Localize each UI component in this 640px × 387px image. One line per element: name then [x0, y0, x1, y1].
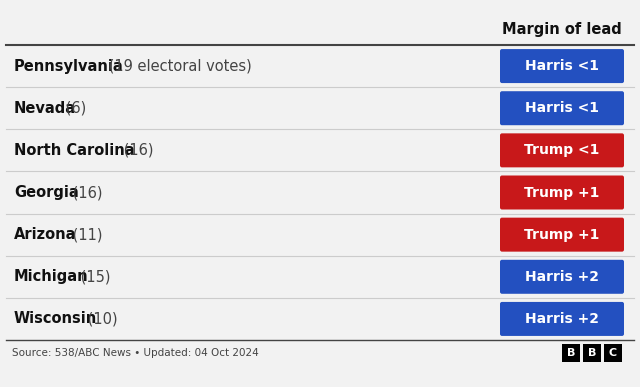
Text: Harris +2: Harris +2 — [525, 270, 599, 284]
FancyBboxPatch shape — [562, 344, 580, 362]
Text: Margin of lead: Margin of lead — [502, 22, 622, 37]
Text: (6): (6) — [61, 101, 86, 116]
Text: (19 electoral votes): (19 electoral votes) — [104, 58, 252, 74]
Text: North Carolina: North Carolina — [14, 143, 134, 158]
Text: Trump <1: Trump <1 — [524, 143, 600, 158]
FancyBboxPatch shape — [500, 49, 624, 83]
Text: Georgia: Georgia — [14, 185, 79, 200]
FancyBboxPatch shape — [500, 302, 624, 336]
Text: Harris <1: Harris <1 — [525, 59, 599, 73]
FancyBboxPatch shape — [500, 175, 624, 209]
FancyBboxPatch shape — [500, 91, 624, 125]
Text: (16): (16) — [119, 143, 154, 158]
Text: (10): (10) — [83, 312, 117, 326]
Text: Harris <1: Harris <1 — [525, 101, 599, 115]
Text: B: B — [567, 348, 575, 358]
Text: (16): (16) — [68, 185, 103, 200]
Text: Michigan: Michigan — [14, 269, 88, 284]
Text: (15): (15) — [76, 269, 110, 284]
FancyBboxPatch shape — [500, 134, 624, 167]
FancyBboxPatch shape — [500, 217, 624, 252]
FancyBboxPatch shape — [604, 344, 622, 362]
Text: C: C — [609, 348, 617, 358]
Text: B: B — [588, 348, 596, 358]
FancyBboxPatch shape — [500, 260, 624, 294]
Text: Harris +2: Harris +2 — [525, 312, 599, 326]
Text: (11): (11) — [68, 227, 103, 242]
Text: Nevada: Nevada — [14, 101, 76, 116]
FancyBboxPatch shape — [583, 344, 601, 362]
Text: Source: 538/ABC News • Updated: 04 Oct 2024: Source: 538/ABC News • Updated: 04 Oct 2… — [12, 348, 259, 358]
Text: Pennsylvania: Pennsylvania — [14, 58, 124, 74]
Text: Trump +1: Trump +1 — [524, 185, 600, 200]
Text: Wisconsin: Wisconsin — [14, 312, 97, 326]
Text: Arizona: Arizona — [14, 227, 77, 242]
Text: Trump +1: Trump +1 — [524, 228, 600, 241]
